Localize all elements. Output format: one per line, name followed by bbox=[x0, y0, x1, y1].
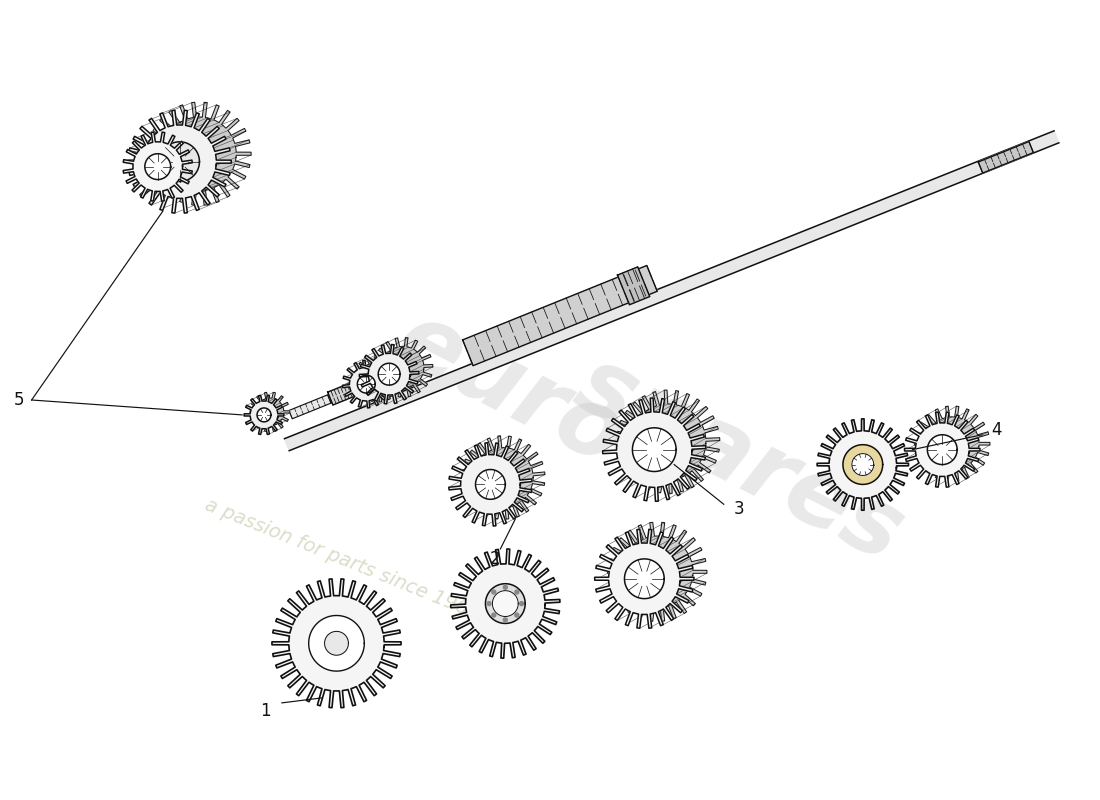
Polygon shape bbox=[817, 419, 909, 510]
Polygon shape bbox=[449, 442, 532, 526]
Polygon shape bbox=[488, 462, 518, 492]
Polygon shape bbox=[378, 363, 400, 385]
Polygon shape bbox=[272, 579, 402, 708]
Polygon shape bbox=[616, 390, 719, 494]
Polygon shape bbox=[617, 267, 650, 305]
Polygon shape bbox=[485, 584, 525, 623]
Text: spares: spares bbox=[560, 338, 917, 581]
Text: 3: 3 bbox=[734, 500, 744, 518]
Polygon shape bbox=[328, 379, 365, 405]
Polygon shape bbox=[937, 429, 967, 458]
Circle shape bbox=[515, 613, 519, 617]
Polygon shape bbox=[354, 354, 402, 402]
Polygon shape bbox=[451, 549, 560, 658]
Polygon shape bbox=[647, 420, 690, 463]
Polygon shape bbox=[475, 470, 505, 499]
Polygon shape bbox=[637, 552, 678, 592]
Text: 2: 2 bbox=[491, 550, 501, 568]
Polygon shape bbox=[927, 434, 957, 465]
Polygon shape bbox=[147, 102, 251, 205]
Circle shape bbox=[504, 586, 507, 590]
Polygon shape bbox=[123, 132, 192, 201]
Text: 1: 1 bbox=[260, 702, 271, 720]
Polygon shape bbox=[285, 131, 1059, 450]
Text: 4: 4 bbox=[991, 421, 1002, 438]
Polygon shape bbox=[373, 338, 432, 397]
Polygon shape bbox=[358, 375, 375, 393]
Polygon shape bbox=[603, 398, 706, 502]
Circle shape bbox=[519, 602, 524, 606]
Polygon shape bbox=[160, 142, 199, 182]
Text: 5: 5 bbox=[13, 391, 24, 409]
Circle shape bbox=[515, 590, 519, 594]
Polygon shape bbox=[493, 590, 518, 617]
Circle shape bbox=[492, 590, 496, 594]
Polygon shape bbox=[463, 266, 657, 366]
Polygon shape bbox=[244, 395, 284, 434]
Polygon shape bbox=[978, 142, 1033, 173]
Polygon shape bbox=[595, 530, 694, 628]
Polygon shape bbox=[263, 405, 277, 419]
Polygon shape bbox=[145, 154, 170, 179]
Polygon shape bbox=[392, 356, 414, 378]
Polygon shape bbox=[914, 406, 990, 482]
Circle shape bbox=[504, 618, 507, 622]
Polygon shape bbox=[342, 360, 390, 408]
Polygon shape bbox=[324, 631, 349, 655]
Polygon shape bbox=[851, 454, 873, 475]
Circle shape bbox=[492, 613, 496, 617]
Polygon shape bbox=[625, 559, 664, 598]
Polygon shape bbox=[309, 615, 364, 671]
Polygon shape bbox=[904, 412, 980, 487]
Polygon shape bbox=[250, 392, 289, 431]
Polygon shape bbox=[607, 522, 707, 622]
Polygon shape bbox=[370, 370, 387, 387]
Polygon shape bbox=[462, 436, 544, 519]
Polygon shape bbox=[289, 395, 331, 418]
Text: a passion for parts since 1965: a passion for parts since 1965 bbox=[202, 495, 483, 623]
Text: euro: euro bbox=[382, 294, 639, 486]
Polygon shape bbox=[360, 345, 419, 404]
Polygon shape bbox=[257, 408, 271, 422]
Polygon shape bbox=[843, 445, 882, 485]
Polygon shape bbox=[179, 134, 219, 174]
Polygon shape bbox=[128, 110, 231, 213]
Circle shape bbox=[487, 602, 491, 606]
Polygon shape bbox=[632, 428, 676, 471]
